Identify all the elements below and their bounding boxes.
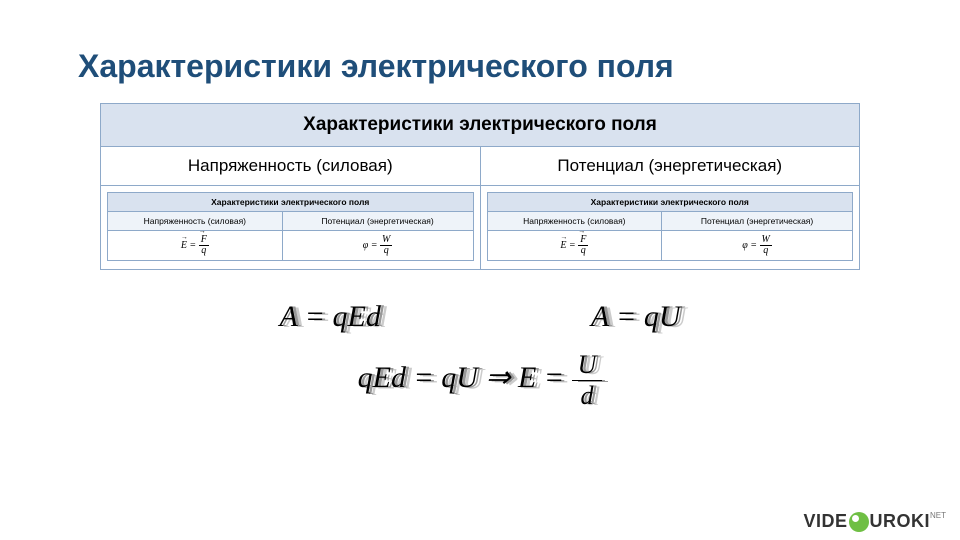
inner-col1-r: Напряженность (силовая) — [487, 212, 662, 231]
col-tension: Напряженность (силовая) — [101, 147, 481, 186]
page-title: Характеристики электрического поля — [0, 0, 960, 85]
inner-table-right: Характеристики электрического поля Напря… — [487, 192, 854, 261]
main-table: Характеристики электрического поля Напря… — [100, 103, 860, 270]
formula-a-qed: A = qEd A = qEd A = qEd — [279, 300, 380, 334]
inner-left-cell: Характеристики электрического поля Напря… — [101, 186, 481, 270]
inner-formula-phi: φ = Wq — [282, 231, 473, 261]
inner-table-left: Характеристики электрического поля Напря… — [107, 192, 474, 261]
inner-col2: Потенциал (энергетическая) — [282, 212, 473, 231]
formula-a-qu: A = qU A = qU A = qU — [591, 300, 681, 334]
inner-right-cell: Характеристики электрического поля Напря… — [480, 186, 860, 270]
formulas-block: A = qEd A = qEd A = qEd A = qU A = qU A … — [0, 300, 960, 409]
logo-dot-icon — [849, 512, 869, 532]
inner-col1: Напряженность (силовая) — [108, 212, 283, 231]
inner-formula-e-r: E = Fq — [487, 231, 662, 261]
col-potential: Потенциал (энергетическая) — [480, 147, 860, 186]
inner-col2-r: Потенциал (энергетическая) — [662, 212, 853, 231]
inner-formula-e: E = Fq — [108, 231, 283, 261]
inner-header: Характеристики электрического поля — [108, 193, 474, 212]
formula-derivation: qEd = qU ⇒ E = Ud qEd = qU ⇒ E = Ud qEd … — [358, 352, 603, 409]
inner-header-r: Характеристики электрического поля — [487, 193, 853, 212]
inner-formula-phi-r: φ = Wq — [662, 231, 853, 261]
table-header: Характеристики электрического поля — [101, 104, 860, 147]
watermark-logo: VIDEUROKINET — [803, 511, 946, 532]
